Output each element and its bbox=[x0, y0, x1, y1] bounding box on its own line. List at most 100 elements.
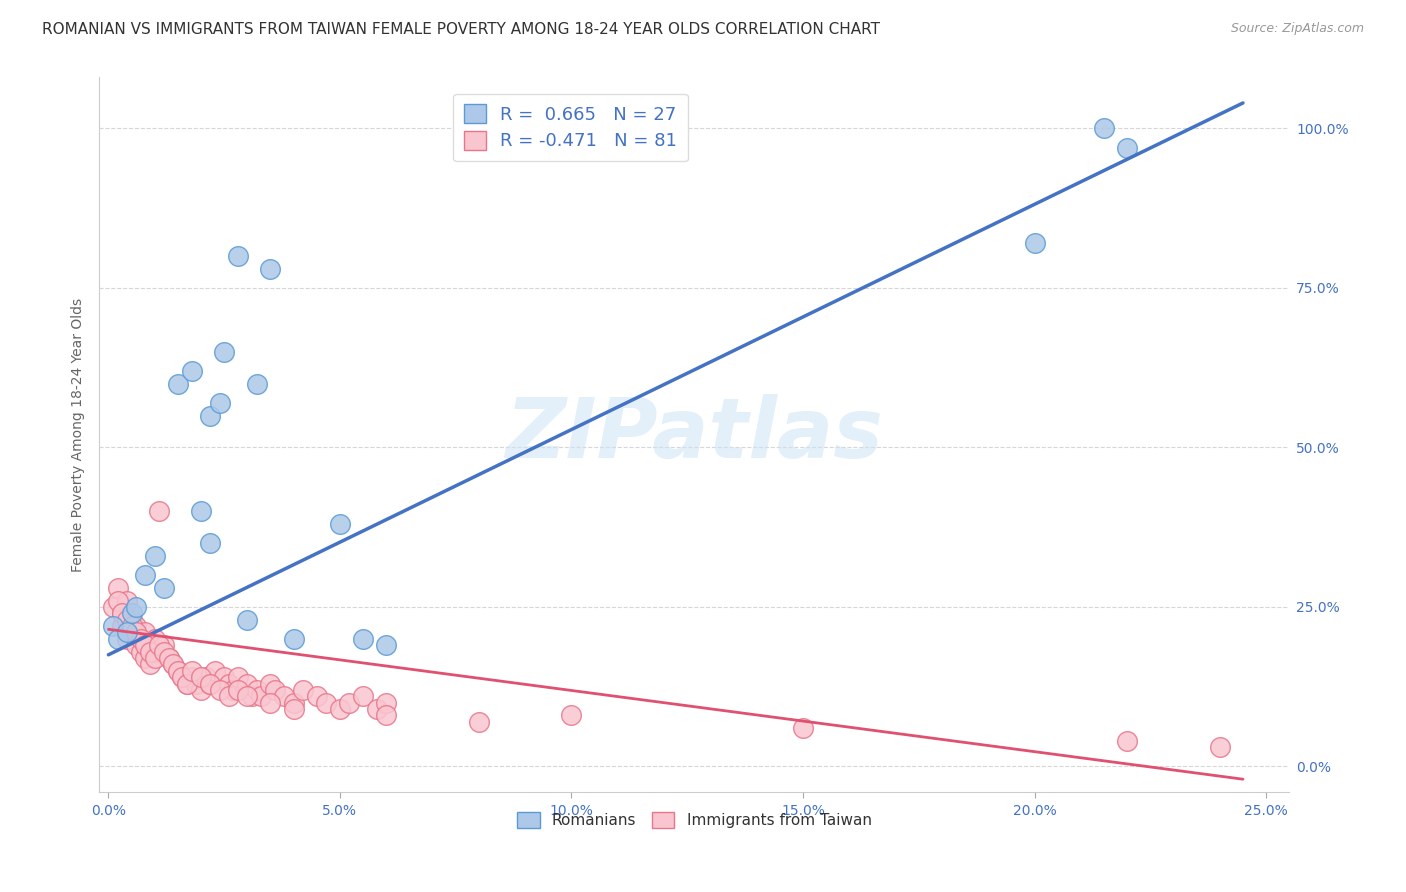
Point bbox=[129, 632, 152, 646]
Point bbox=[250, 690, 273, 704]
Point bbox=[208, 396, 231, 410]
Point bbox=[115, 613, 138, 627]
Point bbox=[329, 516, 352, 531]
Point bbox=[111, 607, 134, 621]
Point bbox=[129, 632, 152, 646]
Point bbox=[153, 638, 176, 652]
Point bbox=[200, 536, 222, 550]
Point bbox=[107, 581, 129, 595]
Point bbox=[245, 376, 267, 391]
Point bbox=[236, 676, 259, 690]
Point bbox=[166, 664, 188, 678]
Point bbox=[121, 607, 143, 621]
Point bbox=[162, 657, 184, 672]
Point bbox=[134, 568, 156, 582]
Point bbox=[560, 708, 582, 723]
Point bbox=[194, 670, 217, 684]
Point bbox=[162, 657, 184, 672]
Point bbox=[366, 702, 388, 716]
Point bbox=[352, 690, 374, 704]
Point bbox=[180, 364, 202, 378]
Point bbox=[157, 651, 180, 665]
Point bbox=[121, 613, 143, 627]
Point bbox=[134, 625, 156, 640]
Point bbox=[180, 670, 202, 684]
Point bbox=[218, 676, 240, 690]
Point bbox=[218, 690, 240, 704]
Point bbox=[101, 619, 124, 633]
Point bbox=[148, 504, 170, 518]
Point bbox=[1209, 740, 1232, 755]
Point bbox=[125, 619, 148, 633]
Point bbox=[125, 638, 148, 652]
Point bbox=[134, 638, 156, 652]
Point bbox=[204, 664, 226, 678]
Point bbox=[115, 625, 138, 640]
Point bbox=[134, 651, 156, 665]
Point bbox=[121, 619, 143, 633]
Point bbox=[792, 721, 814, 735]
Point bbox=[115, 632, 138, 646]
Point bbox=[259, 696, 281, 710]
Point bbox=[148, 638, 170, 652]
Point bbox=[176, 676, 198, 690]
Point bbox=[273, 690, 295, 704]
Point bbox=[153, 581, 176, 595]
Point bbox=[259, 261, 281, 276]
Point bbox=[283, 632, 305, 646]
Point bbox=[143, 651, 166, 665]
Point bbox=[375, 696, 398, 710]
Point bbox=[240, 690, 263, 704]
Point bbox=[172, 670, 194, 684]
Point bbox=[111, 619, 134, 633]
Point bbox=[337, 696, 360, 710]
Point bbox=[176, 676, 198, 690]
Point bbox=[1116, 140, 1139, 154]
Point bbox=[259, 676, 281, 690]
Point bbox=[111, 607, 134, 621]
Point bbox=[107, 593, 129, 607]
Point bbox=[226, 682, 249, 697]
Point bbox=[143, 632, 166, 646]
Point bbox=[222, 682, 245, 697]
Point bbox=[115, 593, 138, 607]
Point bbox=[101, 599, 124, 614]
Point bbox=[283, 702, 305, 716]
Point bbox=[166, 376, 188, 391]
Point bbox=[190, 682, 212, 697]
Point bbox=[291, 682, 314, 697]
Text: Source: ZipAtlas.com: Source: ZipAtlas.com bbox=[1230, 22, 1364, 36]
Point bbox=[153, 645, 176, 659]
Text: ZIPatlas: ZIPatlas bbox=[505, 394, 883, 475]
Point bbox=[172, 670, 194, 684]
Point bbox=[107, 632, 129, 646]
Point bbox=[143, 645, 166, 659]
Point bbox=[305, 690, 328, 704]
Point bbox=[375, 638, 398, 652]
Point bbox=[236, 690, 259, 704]
Point bbox=[1116, 734, 1139, 748]
Point bbox=[315, 696, 337, 710]
Point bbox=[236, 613, 259, 627]
Text: ROMANIAN VS IMMIGRANTS FROM TAIWAN FEMALE POVERTY AMONG 18-24 YEAR OLDS CORRELAT: ROMANIAN VS IMMIGRANTS FROM TAIWAN FEMAL… bbox=[42, 22, 880, 37]
Point bbox=[200, 409, 222, 423]
Point bbox=[190, 504, 212, 518]
Point bbox=[226, 249, 249, 263]
Point bbox=[139, 645, 162, 659]
Point bbox=[283, 696, 305, 710]
Point bbox=[352, 632, 374, 646]
Point bbox=[208, 682, 231, 697]
Point bbox=[1024, 236, 1046, 251]
Point bbox=[329, 702, 352, 716]
Point bbox=[1092, 121, 1115, 136]
Point bbox=[468, 714, 491, 729]
Point bbox=[129, 645, 152, 659]
Point bbox=[200, 676, 222, 690]
Legend: Romanians, Immigrants from Taiwan: Romanians, Immigrants from Taiwan bbox=[510, 806, 877, 834]
Point bbox=[180, 664, 202, 678]
Point bbox=[125, 625, 148, 640]
Point bbox=[186, 676, 208, 690]
Point bbox=[190, 670, 212, 684]
Point bbox=[121, 625, 143, 640]
Point bbox=[125, 599, 148, 614]
